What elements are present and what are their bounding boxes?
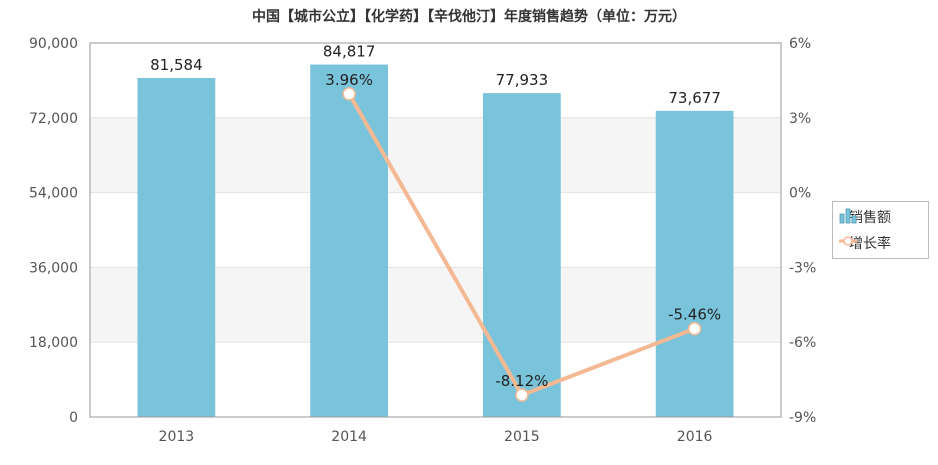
legend[interactable]: 销售额 增长率	[832, 201, 929, 259]
line-marker-icon	[839, 236, 857, 246]
y-right-tick-label: 3%	[789, 111, 811, 127]
y-left-tick-label: 36,000	[29, 260, 78, 276]
bar	[483, 93, 561, 418]
bar	[655, 110, 734, 418]
y-right-tick-label: 0%	[789, 186, 811, 202]
y-right-tick-label: -9%	[789, 410, 816, 426]
growth-point	[515, 388, 529, 402]
growth-point	[687, 321, 702, 336]
legend-item-growth[interactable]: 增长率	[839, 232, 891, 254]
growth-value-label: -5.46%	[668, 306, 721, 324]
plot-frame	[89, 42, 782, 418]
growth-point	[342, 87, 356, 101]
bar	[137, 77, 216, 418]
y-right-tick-label: 6%	[789, 36, 811, 52]
bar-chart-icon	[839, 208, 857, 224]
y-left-tick-label: 0	[69, 410, 78, 426]
y-right-tick-label: -6%	[789, 335, 816, 351]
x-tick-label: 2016	[677, 429, 713, 445]
bar-value-label: 84,817	[323, 43, 376, 61]
bar-value-label: 81,584	[150, 56, 203, 74]
bar-value-label: 77,933	[496, 71, 549, 89]
bar-value-label: 73,677	[668, 89, 721, 107]
x-tick-label: 2014	[331, 429, 367, 445]
bar	[310, 64, 388, 418]
legend-item-sales[interactable]: 销售额	[839, 206, 891, 228]
y-right-tick-label: -3%	[789, 260, 816, 276]
growth-value-label: 3.96%	[325, 71, 373, 89]
legend-label-growth: 增长率	[849, 236, 891, 252]
y-left-tick-label: 90,000	[29, 36, 78, 52]
y-left-tick-label: 72,000	[29, 111, 78, 127]
x-tick-label: 2013	[159, 429, 195, 445]
y-left-tick-label: 18,000	[29, 335, 78, 351]
legend-label-sales: 销售额	[849, 210, 891, 226]
chart-title: 中国【城市公立】【化学药】【辛伐他汀】年度销售趋势（单位：万元）	[252, 9, 686, 25]
x-tick-label: 2015	[504, 429, 540, 445]
growth-value-label: -8.12%	[495, 372, 548, 390]
y-left-tick-label: 54,000	[29, 186, 78, 202]
